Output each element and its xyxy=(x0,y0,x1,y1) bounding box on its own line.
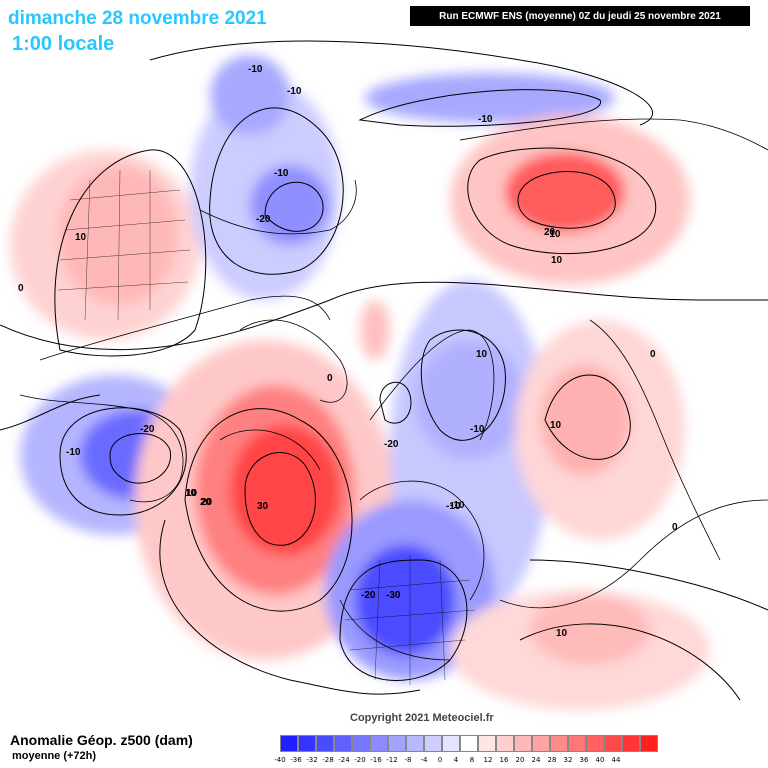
color-scale-swatch xyxy=(280,735,298,752)
color-scale-tick-label: 28 xyxy=(547,756,557,764)
color-scale-tick-label: 40 xyxy=(595,756,605,764)
color-scale-tick-label: 32 xyxy=(563,756,573,764)
color-scale-tick-label: 8 xyxy=(469,756,475,764)
color-scale-tick-label: -40 xyxy=(274,756,286,764)
contour-label: -10 xyxy=(446,501,461,512)
color-scale-swatch xyxy=(514,735,532,752)
color-scale-tick-label: 12 xyxy=(483,756,493,764)
color-scale-swatch xyxy=(640,735,658,752)
color-scale-tick-label: 16 xyxy=(499,756,509,764)
contour-label: 20 xyxy=(544,227,556,238)
color-scale-swatch xyxy=(496,735,514,752)
contour-label: -20 xyxy=(140,424,155,435)
contour-label: -10 xyxy=(287,86,302,97)
chart-variable-title: Anomalie Géop. z500 (dam) xyxy=(10,732,193,748)
grid-lines xyxy=(57,169,476,685)
color-scale-tick-label: -8 xyxy=(404,756,412,764)
contour-label: 0 xyxy=(650,349,656,360)
color-scale-swatch xyxy=(550,735,568,752)
color-scale-swatch xyxy=(568,735,586,752)
color-scale-swatch xyxy=(478,735,496,752)
color-scale-swatch xyxy=(316,735,334,752)
color-scale-ticks: -40 -36 -32 -28 -24 -20 -16 -12 -8 -4 0 4 8 12 16 20 24 2… xyxy=(274,756,632,764)
color-scale-tick-label: 20 xyxy=(515,756,525,764)
contour-label: 10 xyxy=(186,488,198,499)
contour-label: -10 xyxy=(450,500,465,511)
contour-label: -10 xyxy=(478,114,493,125)
coastlines xyxy=(19,118,768,661)
contour-label: -10 xyxy=(546,229,561,240)
color-scale-tick-label: 24 xyxy=(531,756,541,764)
contour-label: 30 xyxy=(257,501,269,512)
color-scale-swatch xyxy=(424,735,442,752)
color-scale-swatch xyxy=(298,735,316,752)
anomaly-fields xyxy=(10,55,710,710)
contour-label: 20 xyxy=(200,497,212,508)
color-scale-tick-label: 4 xyxy=(453,756,459,764)
color-scale-swatch xyxy=(370,735,388,752)
color-scale-tick-label: -20 xyxy=(354,756,366,764)
color-scale-swatch xyxy=(388,735,406,752)
contour-label: 0 xyxy=(18,283,24,294)
contour-label: -10 xyxy=(66,447,81,458)
color-scale-swatch xyxy=(406,735,424,752)
contour-label: -10 xyxy=(274,168,289,179)
color-scale-tick-label: 0 xyxy=(437,756,443,764)
color-scale-tick-label: 44 xyxy=(611,756,621,764)
color-scale-swatch xyxy=(460,735,478,752)
color-scale-swatch xyxy=(532,735,550,752)
color-scale-swatch xyxy=(604,735,622,752)
color-scale-tick-label: -28 xyxy=(322,756,334,764)
contour-label: -10 xyxy=(248,64,263,75)
contour-label: -10 xyxy=(470,424,485,435)
contour-lines xyxy=(0,40,768,701)
color-scale-tick-label: -24 xyxy=(338,756,350,764)
color-scale-tick-label: -16 xyxy=(370,756,382,764)
color-scale-swatch xyxy=(622,735,640,752)
contour-label: -20 xyxy=(361,590,376,601)
color-scale-swatch xyxy=(352,735,370,752)
color-scale-swatch xyxy=(442,735,460,752)
color-scale xyxy=(280,735,658,752)
run-info-banner: Run ECMWF ENS (moyenne) 0Z du jeudi 25 n… xyxy=(410,6,750,26)
color-scale-swatch xyxy=(586,735,604,752)
color-scale-tick-label: -32 xyxy=(306,756,318,764)
color-scale-tick-label: 36 xyxy=(579,756,589,764)
contour-label: -30 xyxy=(386,590,401,601)
contour-labels: -10 -10 -10 -10 -20 10 0 -20 -10 10 20 0… xyxy=(18,64,678,639)
contour-label: -20 xyxy=(384,439,399,450)
contour-label: 10 xyxy=(476,349,488,360)
contour-label: 10 xyxy=(185,488,197,499)
color-scale-tick-label: -12 xyxy=(386,756,398,764)
color-scale-tick-label: -36 xyxy=(290,756,302,764)
contour-label: 0 xyxy=(672,522,678,533)
contour-label: 20 xyxy=(201,497,213,508)
contour-label: 10 xyxy=(556,628,568,639)
chart-variable-subtitle: moyenne (+72h) xyxy=(12,750,97,762)
contour-label: 10 xyxy=(550,420,562,431)
contour-label: 10 xyxy=(75,232,87,243)
copyright-text: Copyright 2021 Meteociel.fr xyxy=(350,712,494,724)
contour-label: 0 xyxy=(327,373,333,384)
time-title: 1:00 locale xyxy=(12,33,115,55)
color-scale-swatch xyxy=(334,735,352,752)
contour-label: 10 xyxy=(551,255,563,266)
contour-label: -20 xyxy=(256,214,271,225)
date-title: dimanche 28 novembre 2021 xyxy=(8,8,267,29)
color-scale-tick-label: -4 xyxy=(420,756,428,764)
